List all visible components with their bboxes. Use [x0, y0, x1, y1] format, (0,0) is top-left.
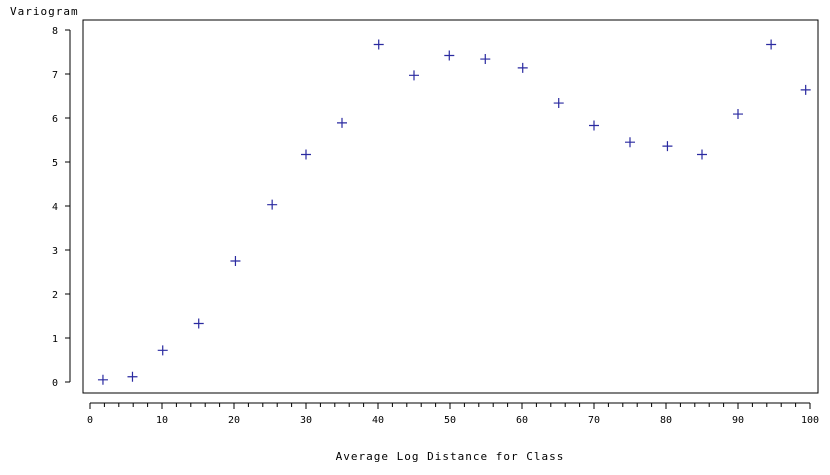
data-point [444, 50, 455, 61]
data-point [480, 54, 491, 65]
data-point [127, 371, 138, 382]
x-tick-label: 80 [660, 415, 672, 426]
data-point [97, 374, 108, 385]
data-point [157, 345, 168, 356]
y-tick-label: 5 [52, 158, 58, 169]
data-point [553, 98, 564, 109]
y-tick-label: 4 [52, 202, 58, 213]
y-tick-label: 6 [52, 114, 58, 125]
data-point [373, 39, 384, 50]
x-tick-label: 40 [372, 415, 384, 426]
y-tick-label: 2 [52, 290, 58, 301]
data-point [800, 84, 811, 95]
x-axis: 0 10 20 30 40 50 60 70 80 90 100 [87, 402, 819, 426]
y-tick-label: 1 [52, 334, 58, 345]
x-tick-label: 10 [156, 415, 168, 426]
data-point [193, 318, 204, 329]
x-tick-label: 60 [516, 415, 528, 426]
x-tick-label: 100 [801, 415, 819, 426]
data-point [589, 120, 599, 131]
x-tick-label: 20 [228, 415, 240, 426]
data-point [662, 141, 673, 152]
y-tick-label: 0 [52, 378, 58, 389]
data-point [733, 109, 743, 120]
data-point [301, 149, 311, 160]
data-point [230, 256, 241, 266]
x-tick-label: 50 [444, 415, 456, 426]
data-point [766, 39, 777, 50]
data-point [409, 70, 419, 81]
x-tick-label: 70 [588, 415, 600, 426]
plot-frame [82, 19, 819, 394]
data-point [337, 117, 347, 128]
x-tick-label: 90 [732, 415, 744, 426]
y-tick-label: 3 [52, 246, 58, 257]
data-point [267, 199, 278, 210]
data-points [97, 39, 811, 385]
y-tick-label: 7 [52, 70, 58, 81]
data-point [697, 149, 707, 160]
x-tick-label: 30 [300, 415, 312, 426]
data-point [625, 137, 635, 148]
y-tick-label: 8 [52, 26, 58, 37]
x-tick-label: 0 [87, 415, 93, 426]
y-axis-title: Variogram [10, 5, 79, 18]
x-axis-title: Average Log Distance for Class [336, 450, 565, 463]
y-axis: 0 1 2 3 4 5 6 7 8 [52, 26, 71, 389]
data-point [517, 62, 528, 73]
